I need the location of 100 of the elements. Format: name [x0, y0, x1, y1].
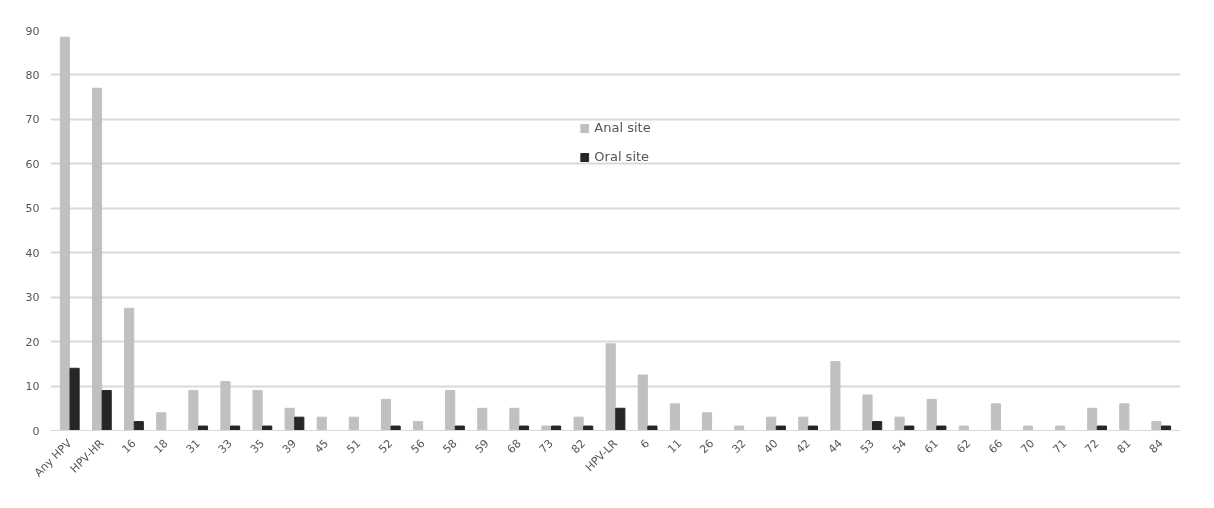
x-tick-label: 52	[376, 436, 396, 456]
bar	[454, 425, 465, 431]
x-tick-label: 84	[1146, 436, 1166, 456]
bar	[615, 407, 626, 431]
bar	[380, 398, 392, 431]
x-tick-label: 81	[1114, 436, 1134, 456]
x-tick-label: 61	[922, 436, 942, 456]
bar	[894, 416, 905, 431]
bar	[647, 425, 658, 431]
bar	[477, 407, 488, 431]
x-tick-label: 51	[344, 436, 364, 456]
bar	[220, 381, 231, 431]
y-tick-label: 70	[25, 113, 40, 127]
bar	[926, 398, 937, 431]
bar	[1096, 425, 1107, 431]
y-tick-label: 80	[25, 68, 40, 82]
bar	[1022, 425, 1034, 431]
x-tick-label: 66	[986, 436, 1006, 456]
y-tick-label: 60	[25, 157, 40, 171]
legend-label: Anal site	[594, 120, 651, 135]
bar	[91, 87, 103, 431]
x-tick-label: 71	[1050, 436, 1070, 456]
x-tick-label: 33	[215, 436, 235, 456]
bar	[734, 425, 745, 431]
x-tick-label: 16	[119, 436, 139, 456]
x-tick-label: 72	[1082, 436, 1102, 456]
x-tick-label: 40	[761, 436, 781, 456]
bar	[262, 425, 273, 431]
x-tick-label: 82	[568, 436, 588, 456]
bar	[445, 390, 456, 431]
x-tick-label: 32	[729, 436, 749, 456]
bar	[872, 421, 883, 431]
bar	[573, 416, 584, 431]
bar	[1119, 403, 1130, 431]
bar	[252, 390, 263, 431]
bar	[294, 416, 305, 431]
x-tick-label: 62	[954, 436, 974, 456]
bar	[583, 425, 594, 431]
y-tick-label: 0	[32, 424, 40, 438]
y-tick-label: 50	[25, 202, 40, 216]
y-tick-label: 40	[25, 246, 40, 260]
y-tick-label: 30	[25, 291, 40, 305]
bar	[316, 416, 327, 431]
x-tick-label: 70	[1018, 436, 1038, 456]
bar	[766, 416, 777, 431]
y-tick-label: 10	[25, 380, 40, 394]
bar	[798, 416, 809, 431]
x-tick-label: 18	[151, 436, 171, 456]
bar	[1055, 425, 1066, 431]
bar	[133, 421, 144, 431]
bar	[284, 407, 295, 431]
x-tick-label: 42	[793, 436, 813, 456]
x-tick-label: 54	[889, 436, 910, 456]
bar	[862, 394, 873, 431]
bar	[904, 425, 915, 431]
x-tick-label: 35	[247, 436, 267, 456]
bar	[156, 412, 167, 431]
x-tick-label: 26	[697, 436, 717, 456]
x-tick-label: 6	[638, 436, 653, 452]
bar	[188, 390, 199, 431]
bar	[197, 425, 209, 431]
x-tick-label: 59	[472, 436, 492, 456]
x-tick-label: 45	[312, 436, 332, 456]
bar	[124, 307, 135, 431]
bar	[390, 425, 401, 431]
bar	[830, 361, 841, 431]
bar	[1151, 421, 1162, 431]
bar	[605, 343, 616, 431]
bar	[1087, 407, 1098, 431]
bar	[1160, 425, 1172, 431]
bar	[509, 407, 520, 431]
bar	[69, 367, 80, 431]
x-tick-label: 73	[536, 436, 556, 456]
x-tick-label: 31	[183, 436, 203, 456]
y-tick-label: 90	[25, 24, 40, 38]
x-tick-label: 58	[440, 436, 460, 456]
legend-label: Oral site	[594, 149, 650, 164]
bar	[59, 36, 71, 431]
x-tick-label: 56	[408, 436, 428, 456]
bar	[230, 425, 241, 431]
bar	[958, 425, 969, 431]
bar	[807, 425, 818, 431]
bar	[669, 403, 680, 431]
x-tick-label: 53	[857, 436, 877, 456]
bar	[936, 425, 947, 431]
x-tick-label: 68	[504, 436, 524, 456]
bar	[541, 425, 552, 431]
x-tick-label: 44	[825, 436, 845, 456]
bar	[990, 403, 1001, 431]
bar	[413, 421, 424, 431]
bar	[637, 374, 648, 431]
bar	[775, 425, 786, 431]
bar	[101, 390, 112, 431]
bar	[701, 412, 713, 431]
x-tick-label: 39	[279, 436, 300, 456]
bar	[518, 425, 530, 431]
bar	[551, 425, 562, 431]
y-tick-label: 20	[25, 335, 40, 349]
x-tick-label: 11	[665, 436, 685, 456]
bar	[348, 416, 359, 431]
